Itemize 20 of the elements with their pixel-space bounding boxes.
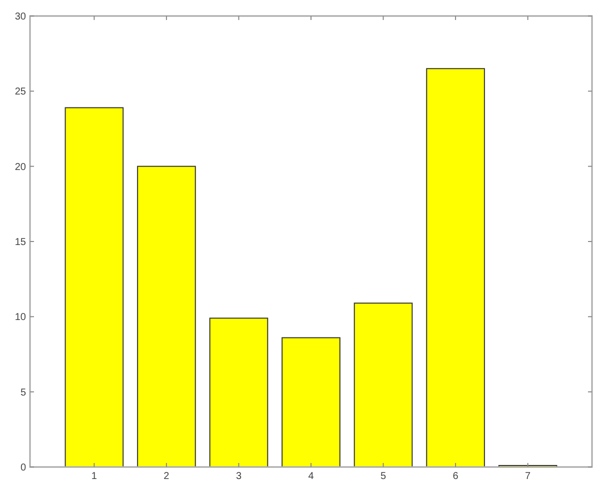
x-tick-label: 4 xyxy=(308,471,314,482)
x-tick-label: 5 xyxy=(380,471,386,482)
y-tick-label: 0 xyxy=(20,462,26,474)
y-tick-label: 15 xyxy=(14,237,26,248)
bar xyxy=(209,318,268,468)
bar xyxy=(282,337,340,468)
y-tick-label: 5 xyxy=(20,387,26,398)
x-tick-label: 1 xyxy=(91,471,98,482)
y-tick-label: 30 xyxy=(14,12,26,22)
x-tick-label: 7 xyxy=(525,471,532,482)
bar xyxy=(354,302,413,468)
bar xyxy=(64,107,124,468)
x-tick-label: 2 xyxy=(164,471,170,482)
bar xyxy=(426,68,485,468)
x-tick-label: 6 xyxy=(452,471,459,482)
bar xyxy=(137,166,196,468)
y-tick-label: 10 xyxy=(14,312,26,324)
y-tick-label: 25 xyxy=(14,86,26,98)
y-tick-label: 20 xyxy=(14,162,26,173)
x-tick-label: 3 xyxy=(236,471,242,482)
